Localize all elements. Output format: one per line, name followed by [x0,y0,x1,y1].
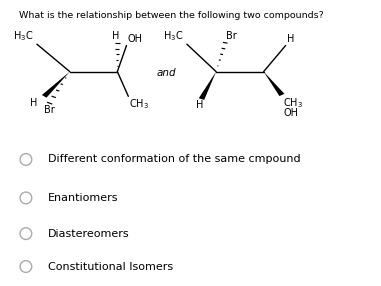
Text: CH$_3$: CH$_3$ [130,98,149,112]
Text: Different conformation of the same cmpound: Different conformation of the same cmpou… [48,154,301,164]
Text: H$_3$C: H$_3$C [13,29,33,43]
Polygon shape [199,72,216,100]
Text: Constitutional Isomers: Constitutional Isomers [48,262,173,271]
Text: Diastereomers: Diastereomers [48,229,130,239]
Text: CH$_3$: CH$_3$ [283,96,303,110]
Text: Enantiomers: Enantiomers [48,193,118,203]
Polygon shape [42,72,70,98]
Text: H: H [29,98,37,108]
Text: H: H [287,34,294,44]
Text: OH: OH [128,34,142,44]
Text: H: H [196,100,203,110]
Polygon shape [264,72,285,96]
Text: H$_3$C: H$_3$C [163,29,183,43]
Text: and: and [157,68,176,78]
Text: OH: OH [283,108,298,118]
Text: H: H [112,31,119,41]
Text: Br: Br [226,31,237,41]
Text: Br: Br [44,105,55,115]
Text: What is the relationship between the following two compounds?: What is the relationship between the fol… [19,11,323,20]
